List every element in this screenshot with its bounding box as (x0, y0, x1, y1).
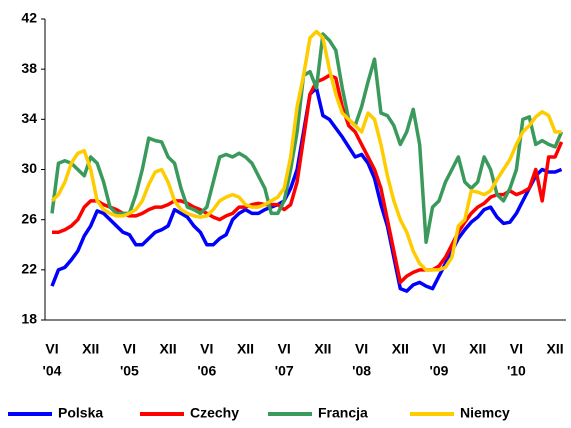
legend-label: Francja (318, 405, 368, 421)
x-tick-label: XII (392, 341, 409, 357)
y-tick-label: 42 (21, 10, 37, 26)
x-tick-label: XII (469, 341, 486, 357)
legend-label: Niemcy (460, 405, 510, 421)
x-year-label: '08 (352, 363, 371, 379)
legend-label: Czechy (190, 405, 239, 421)
x-tick-label: VI (432, 341, 445, 357)
x-tick-label: VI (278, 341, 291, 357)
x-year-label: '04 (43, 363, 62, 379)
x-year-label: '10 (507, 363, 526, 379)
y-tick-label: 18 (21, 311, 37, 327)
x-tick-label: XII (160, 341, 177, 357)
x-tick-label: VI (355, 341, 368, 357)
x-year-label: '05 (120, 363, 139, 379)
legend-label: Polska (58, 405, 103, 421)
x-tick-label: XII (82, 341, 99, 357)
y-tick-label: 30 (21, 160, 37, 176)
x-year-label: '06 (197, 363, 216, 379)
y-tick-label: 22 (21, 261, 37, 277)
series-line (50, 29, 562, 272)
x-tick-label: VI (45, 341, 58, 357)
x-tick-label: VI (510, 341, 523, 357)
series-line (50, 32, 564, 244)
x-tick-label: VI (123, 341, 136, 357)
x-year-label: '07 (275, 363, 294, 379)
x-tick-label: XII (547, 341, 564, 357)
x-year-label: '09 (430, 363, 449, 379)
series-line (52, 73, 564, 285)
x-tick-label: XII (314, 341, 331, 357)
x-tick-label: VI (200, 341, 213, 357)
x-tick-label: XII (237, 341, 254, 357)
y-tick-label: 38 (21, 60, 37, 76)
y-tick-label: 34 (21, 110, 37, 126)
y-tick-label: 26 (21, 210, 37, 226)
